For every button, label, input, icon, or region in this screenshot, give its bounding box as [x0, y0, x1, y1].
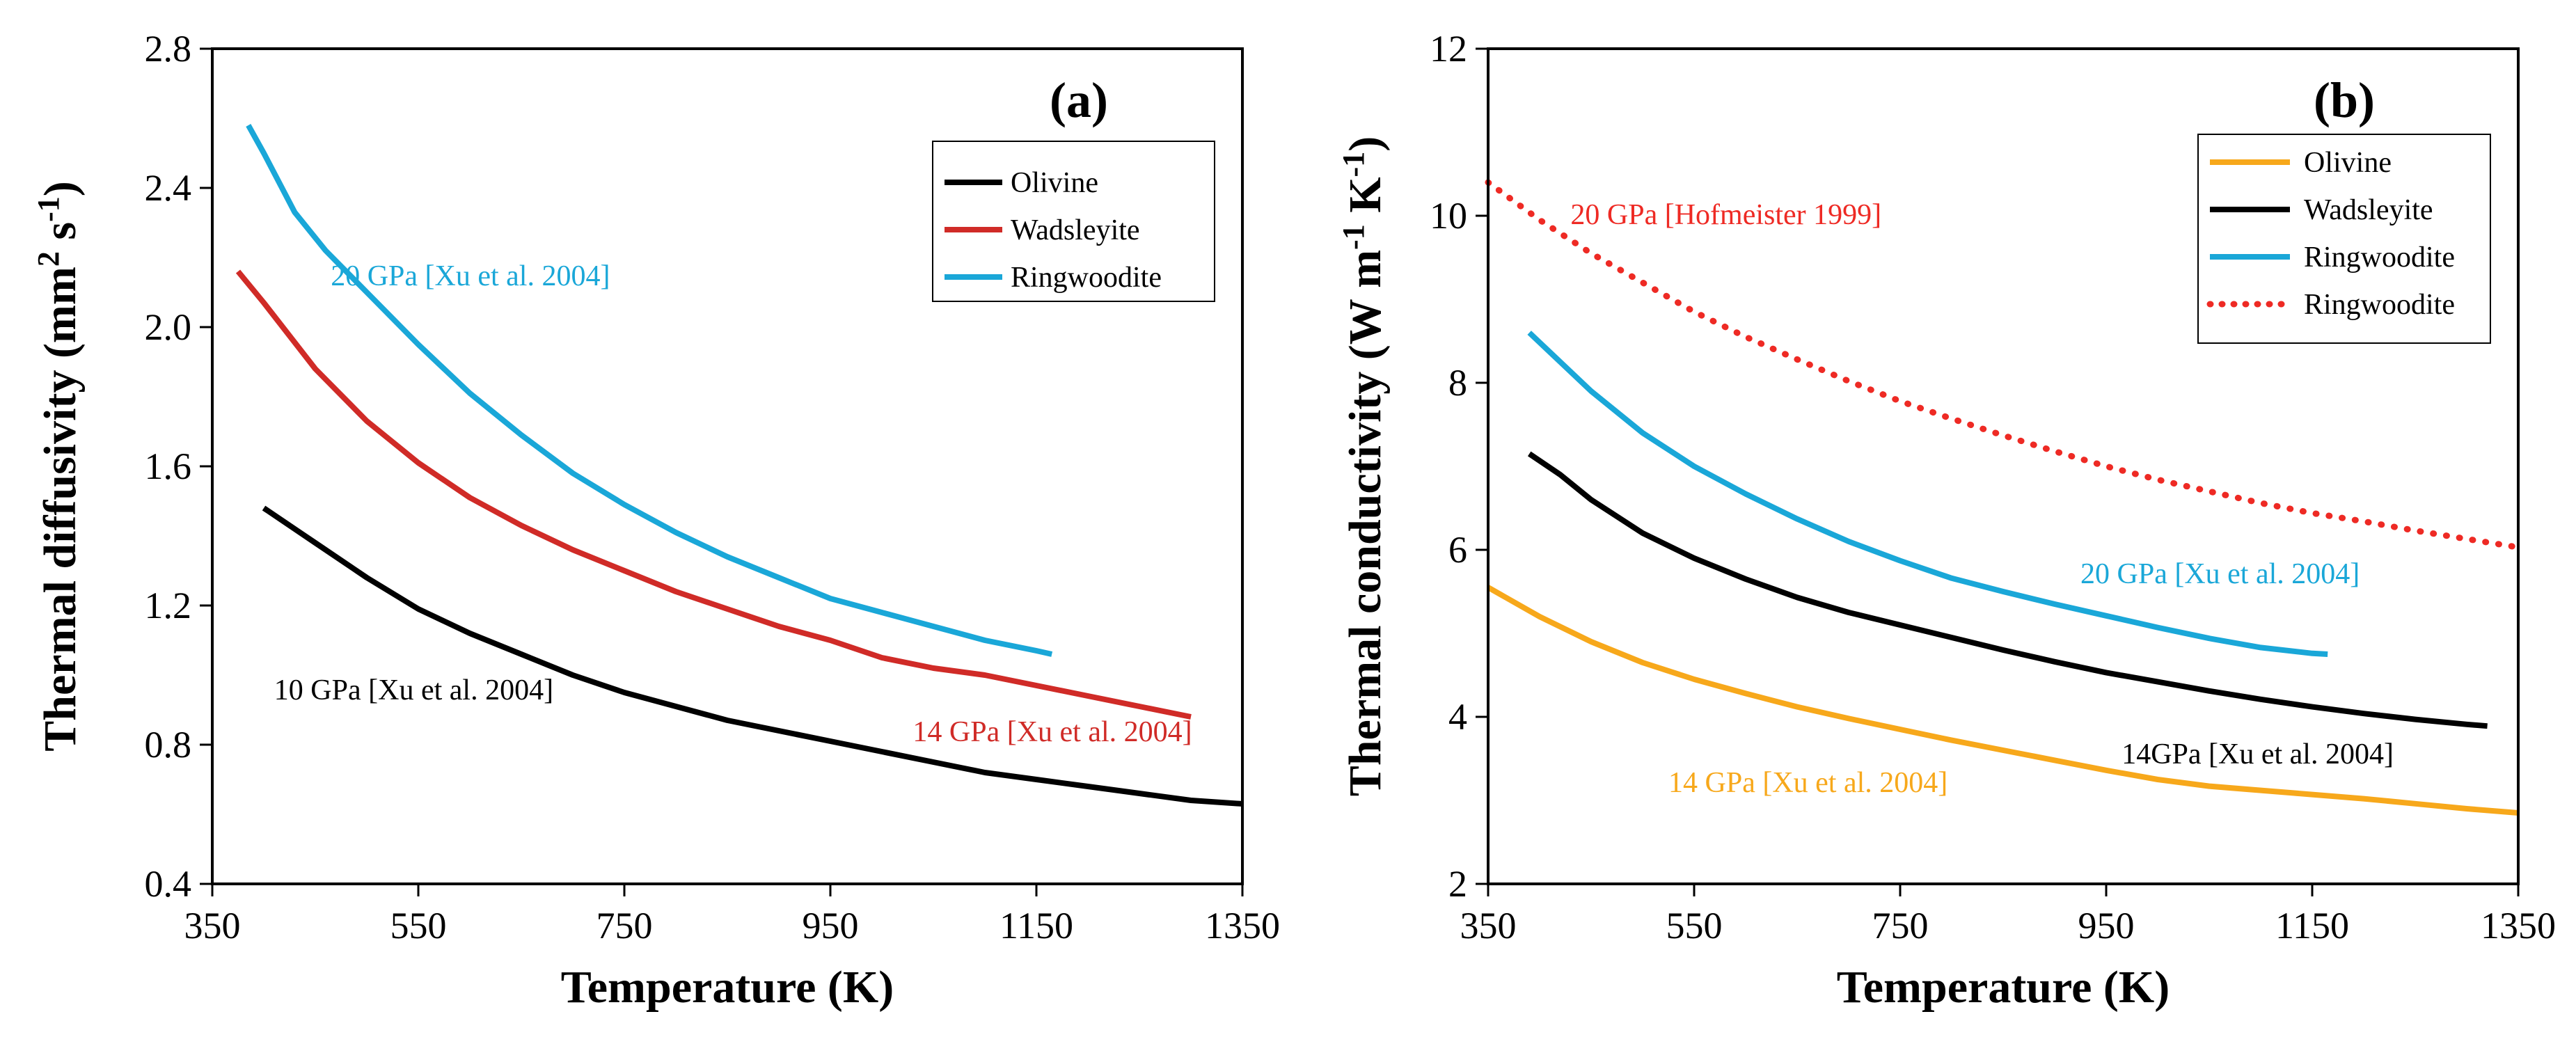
panel-a-x-tick-labels: 350 550 750 950 1150 1350	[184, 905, 1281, 947]
panel-a-annotation: 14 GPa [Xu et al. 2004]	[912, 716, 1192, 748]
panel-b-x-tick-label: 350	[1460, 905, 1517, 947]
panel-a-series	[235, 124, 1243, 807]
panel-b-legend-box	[2197, 134, 2491, 344]
panel-b-legend-label: Wadsleyite	[2304, 194, 2433, 226]
panel-b-ticks	[1476, 47, 2520, 896]
panel-b-series-olivine-line	[1487, 585, 2519, 816]
panel-b-legend-label: Olivine	[2304, 147, 2392, 179]
panel-a-legend: Olivine Wadsleyite Ringwoodite	[932, 141, 1215, 302]
panel-a-x-tick-label: 1150	[999, 905, 1073, 947]
panel-b-legend-entries: Olivine Wadsleyite Ringwoodite Ringwoodite	[2206, 147, 2455, 321]
panel-a-series-wadsleyite-line	[235, 269, 1192, 720]
panel-a-y-tick-label: 2.0	[145, 306, 192, 348]
panel-a-annotation: 20 GPa [Xu et al. 2004]	[331, 260, 610, 292]
panel-b-annotations: 20 GPa [Hofmeister 1999] 20 GPa [Xu et al…	[1570, 199, 2394, 799]
panel-a-x-tick-label: 350	[184, 905, 241, 947]
panel-b-plot-frame	[1487, 47, 2520, 885]
panel-b-y-tick-label: 6	[1448, 529, 1467, 571]
panel-a-x-tick-label: 1350	[1205, 905, 1280, 947]
panel-a-ticks	[200, 47, 1244, 896]
panel-b-label: (b)	[2314, 72, 2375, 128]
panel-a-y-tick-label: 1.2	[145, 585, 192, 626]
panel-b-y-tick-labels: 2 4 6 8 10 12	[1430, 28, 1467, 905]
panel-b-x-tick-labels: 350 550 750 950 1150 1350	[1460, 905, 2557, 947]
panel-a-legend-label: Ringwoodite	[1011, 262, 1162, 294]
panel-b-annotation: 14GPa [Xu et al. 2004]	[2121, 738, 2394, 770]
panel-b-x-tick-label: 1150	[2275, 905, 2349, 947]
panel-a-x-tick-label: 950	[803, 905, 859, 947]
panel-a-x-tick-label: 550	[390, 905, 447, 947]
panel-b-legend: Olivine Wadsleyite Ringwoodite Ringwoodite	[2197, 134, 2491, 344]
panel-b-y-tick-label: 12	[1430, 28, 1467, 70]
panel-b-series-ringwoodite-line	[1527, 331, 2328, 657]
panel-b-annotation: 20 GPa [Xu et al. 2004]	[2080, 558, 2360, 590]
panel-a-legend-label: Olivine	[1011, 167, 1098, 199]
panel-a-annotation: 10 GPa [Xu et al. 2004]	[274, 674, 553, 706]
panel-a-y-tick-labels: 0.4 0.8 1.2 1.6 2.0 2.4 2.8	[145, 28, 192, 905]
panel-a-y-tick-label: 1.6	[145, 445, 192, 487]
panel-b-y-tick-label: 4	[1448, 696, 1467, 738]
panel-a-x-axis-title: Temperature (K)	[561, 962, 894, 1013]
panel-a-y-tick-label: 0.8	[145, 724, 192, 766]
panel-a-y-tick-label: 0.4	[145, 863, 192, 905]
panel-b-y-tick-label: 10	[1430, 195, 1467, 237]
panel-b-x-tick-label: 950	[2078, 905, 2135, 947]
panel-b-legend-label: Ringwoodite	[2304, 289, 2455, 321]
panel-a-plot-frame	[211, 47, 1244, 885]
panel-b-x-tick-label: 750	[1872, 905, 1929, 947]
panel-b-x-tick-label: 550	[1666, 905, 1723, 947]
panel-a-series-ringwoodite-line	[246, 124, 1053, 657]
panel-a-series-olivine-line	[262, 505, 1243, 807]
panel-b-annotation: 14 GPa [Xu et al. 2004]	[1668, 767, 1947, 799]
panel-a-y-tick-label: 2.8	[145, 28, 192, 70]
panel-a-diffusivity-chart: 350 550 750 950 1150 1350 0.4 0.8 1.2 1.6 2.0 2.4 2…	[31, 28, 1281, 1013]
panel-a-y-tick-label: 2.4	[145, 167, 192, 209]
panel-b-series-wadsleyite-line	[1527, 451, 2488, 729]
panel-a-legend-entries: Olivine Wadsleyite Ringwoodite	[945, 167, 1162, 294]
panel-a-x-tick-label: 750	[596, 905, 653, 947]
panel-a-annotations: 20 GPa [Xu et al. 2004] 10 GPa [Xu et al.…	[274, 260, 1192, 748]
panel-b-annotation: 20 GPa [Hofmeister 1999]	[1570, 199, 1881, 231]
panel-b-x-axis-title: Temperature (K)	[1837, 962, 2170, 1013]
panel-b-conductivity-chart: 350 550 750 950 1150 1350 2 4 6 8 10 12 Temperatur…	[1336, 28, 2557, 1013]
panel-b-y-tick-label: 2	[1448, 863, 1467, 905]
panel-b-legend-label: Ringwoodite	[2304, 242, 2455, 274]
panel-a-legend-label: Wadsleyite	[1011, 214, 1140, 246]
panel-a-label: (a)	[1050, 72, 1108, 128]
panel-a-y-axis-title: Thermal diffusivity (mm2 s-1)	[31, 181, 86, 751]
panel-b-x-tick-label: 1350	[2481, 905, 2556, 947]
panel-b-series	[1485, 179, 2522, 816]
panel-b-y-tick-label: 8	[1448, 362, 1467, 404]
panel-b-y-axis-title: Thermal conductivity (W m-1 K-1)	[1336, 136, 1391, 796]
